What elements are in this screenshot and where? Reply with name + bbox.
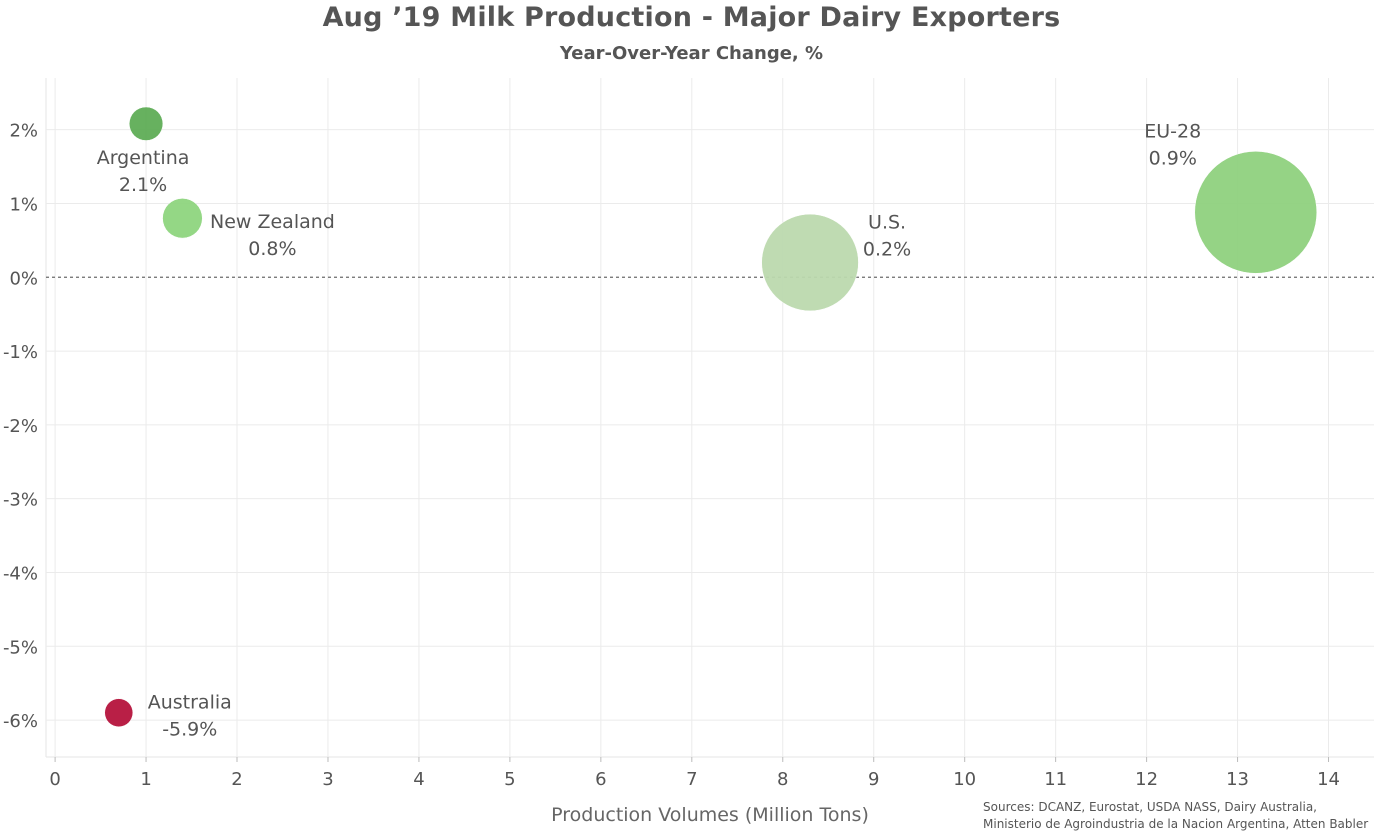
bubble-australia <box>104 698 134 728</box>
x-tick-label: 1 <box>140 769 151 790</box>
bubble-value-u-s: 0.2% <box>863 239 911 261</box>
x-tick-label: 9 <box>868 769 879 790</box>
bubble-name-new-zealand: New Zealand <box>210 211 335 233</box>
x-tick-label: 6 <box>595 769 606 790</box>
x-tick-label: 13 <box>1226 769 1249 790</box>
bubble-new-zealand <box>162 198 203 239</box>
x-tick-label: 0 <box>49 769 60 790</box>
bubble-value-eu-28: 0.9% <box>1149 147 1197 169</box>
source-note: Sources: DCANZ, Eurostat, USDA NASS, Dai… <box>983 800 1369 831</box>
x-tick-label: 2 <box>231 769 242 790</box>
chart-subtitle: Year-Over-Year Change, % <box>559 43 824 64</box>
x-tick-label: 12 <box>1135 769 1158 790</box>
bubble-name-u-s: U.S. <box>868 212 906 234</box>
y-tick-label: -1% <box>3 342 38 363</box>
y-tick-label: -3% <box>3 490 38 511</box>
x-tick-label: 10 <box>953 769 976 790</box>
y-tick-label: 0% <box>9 268 38 289</box>
y-tick-label: 2% <box>9 121 38 142</box>
y-tick-label: -4% <box>3 563 38 584</box>
x-tick-label: 7 <box>686 769 697 790</box>
x-tick-label: 11 <box>1044 769 1067 790</box>
bubble-value-new-zealand: 0.8% <box>248 238 296 260</box>
x-axis-title: Production Volumes (Million Tons) <box>551 804 869 826</box>
bubble-u-s <box>761 213 859 312</box>
x-tick-label: 5 <box>504 769 515 790</box>
y-axis-ticks: 2% 1% 0% -1% -2% -3% -4% -5% -6% <box>3 121 38 732</box>
bubble-labels: Argentina 2.1% New Zealand 0.8% U.S. 0.2% EU-2… <box>97 120 1202 740</box>
grid <box>45 78 1374 762</box>
chart-title: Aug ’19 Milk Production - Major Dairy Ex… <box>322 2 1061 33</box>
x-axis-ticks: 0 1 2 3 4 5 6 7 8 9 10 11 12 13 14 <box>49 769 1340 790</box>
x-tick-label: 3 <box>322 769 333 790</box>
bubble-value-australia: -5.9% <box>162 719 217 741</box>
bubble-eu-28 <box>1194 151 1318 274</box>
x-tick-label: 14 <box>1317 769 1340 790</box>
bubble-argentina <box>129 106 164 141</box>
y-tick-label: 1% <box>9 194 38 215</box>
y-tick-label: -2% <box>3 416 38 437</box>
y-tick-label: -6% <box>3 711 38 732</box>
bubble-name-australia: Australia <box>148 692 232 714</box>
bubble-name-eu-28: EU-28 <box>1144 120 1201 142</box>
bubbles <box>104 106 1318 728</box>
y-tick-label: -5% <box>3 637 38 658</box>
x-tick-label: 8 <box>777 769 788 790</box>
x-tick-label: 4 <box>413 769 424 790</box>
bubble-value-argentina: 2.1% <box>119 174 167 196</box>
bubble-name-argentina: Argentina <box>97 147 190 169</box>
